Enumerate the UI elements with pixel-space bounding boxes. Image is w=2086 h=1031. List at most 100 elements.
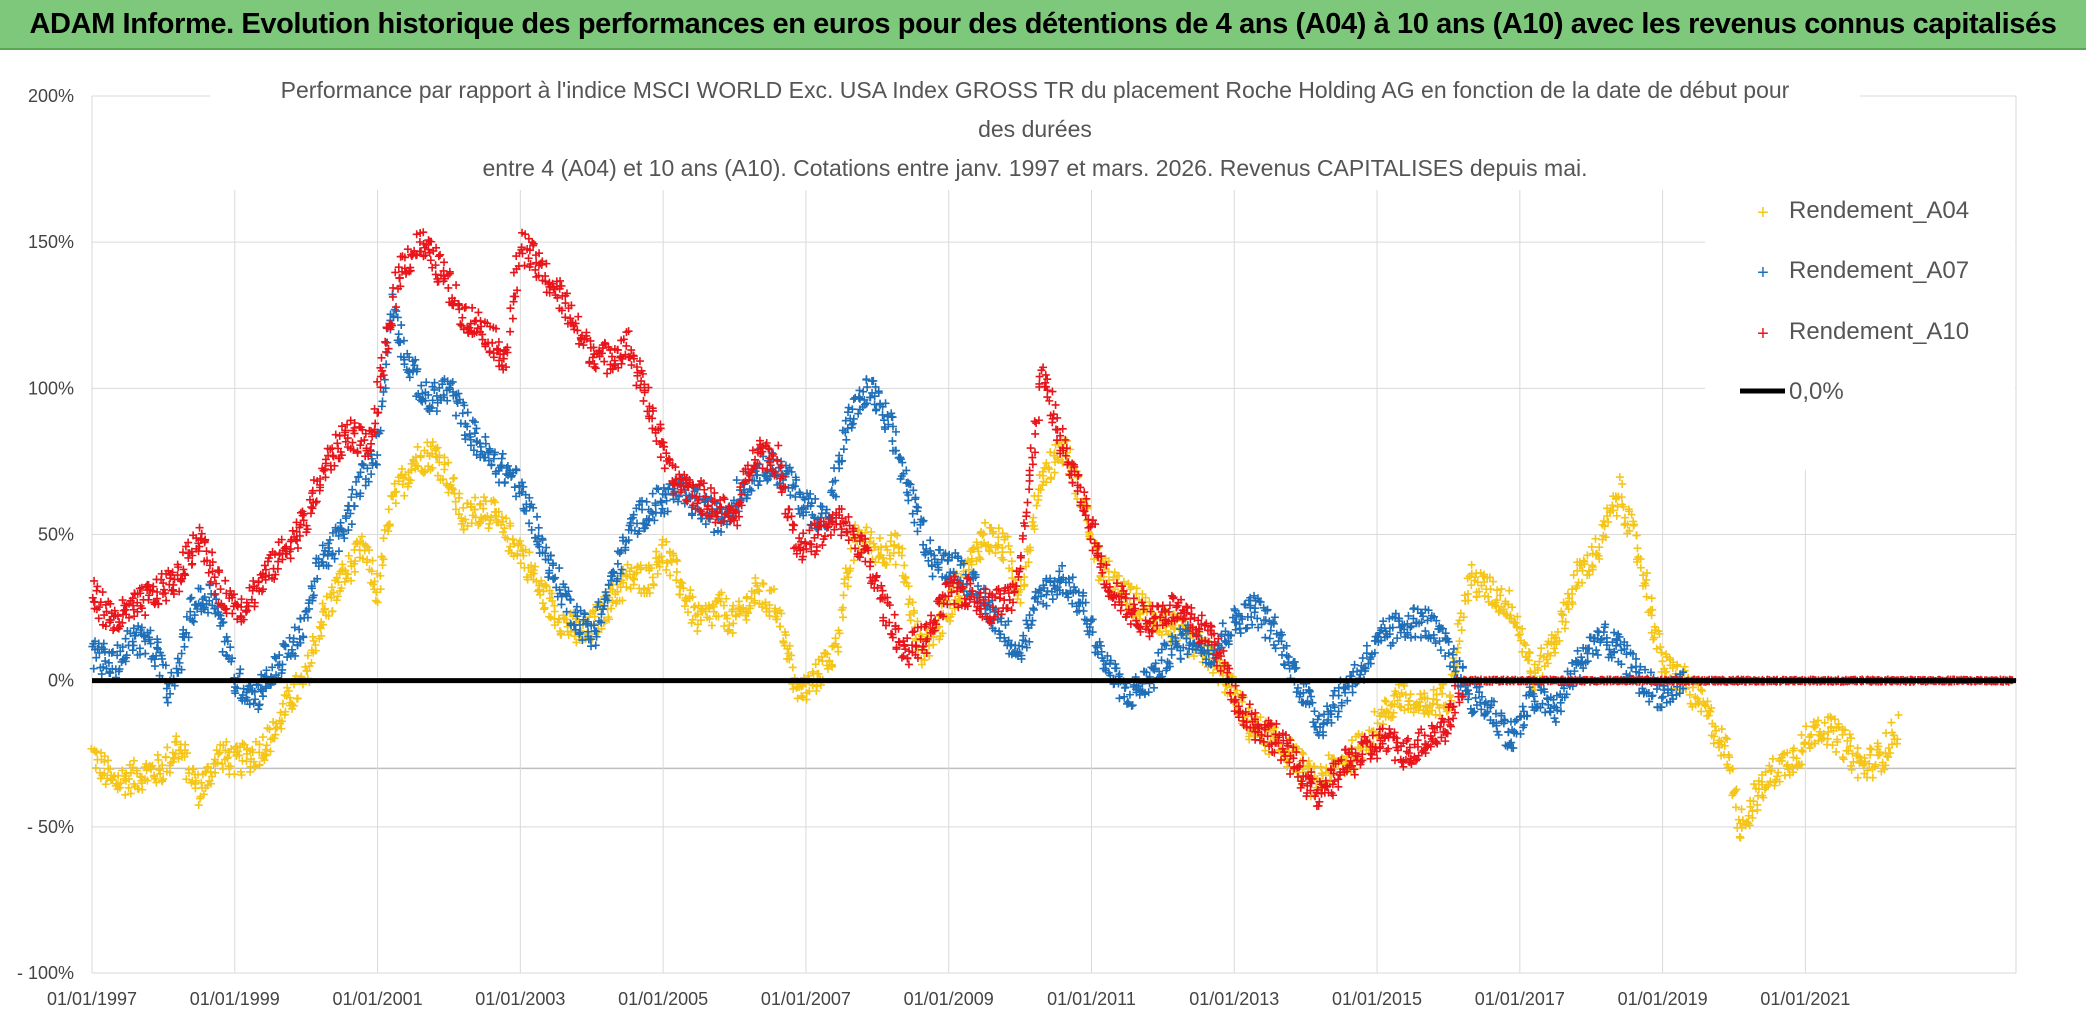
point-Rendement_A10-27-14 xyxy=(656,453,665,462)
point-Rendement_A04-2-19 xyxy=(154,755,163,764)
point-Rendement_A07-1-19 xyxy=(126,629,135,638)
point-Rendement_A04-1-19 xyxy=(126,789,135,798)
point-Rendement_A04-73-21 xyxy=(1569,571,1578,580)
point-Rendement_A07-68-4 xyxy=(1510,717,1519,726)
point-Rendement_A04-48-11 xyxy=(1026,546,1035,555)
point-Rendement_A07-5-11 xyxy=(196,584,205,593)
point-Rendement_A04-86-17 xyxy=(1830,715,1839,724)
point-Rendement_A04-56-10 xyxy=(1189,652,1198,661)
point-Rendement_A04-18-5 xyxy=(433,471,442,480)
point-Rendement_A04-19-6 xyxy=(450,473,459,482)
point-Rendement_A04-62-18 xyxy=(1325,775,1334,784)
point-Rendement_A07-52-19 xyxy=(1182,634,1191,643)
point-Rendement_A04-49-7 xyxy=(1045,465,1054,474)
point-Rendement_A07-12-11 xyxy=(346,509,355,518)
point-Rendement_A04-15-3 xyxy=(376,585,385,594)
point-Rendement_A04-41-4 xyxy=(877,543,886,552)
point-Rendement_A04-20-13 xyxy=(470,505,479,514)
point-Rendement_A07-0-12 xyxy=(97,670,106,679)
point-Rendement_A07-11-3 xyxy=(318,541,327,550)
point-Rendement_A07-45-1 xyxy=(1018,642,1027,651)
point-Rendement_A04-1-21 xyxy=(128,763,137,772)
point-Rendement_A04-45-17 xyxy=(974,547,983,556)
point-Rendement_A04-46-20 xyxy=(999,555,1008,564)
point-Rendement_A10-26-22 xyxy=(644,383,653,392)
point-Rendement_A04-49-12 xyxy=(1046,473,1055,482)
point-Rendement_A04-6-8 xyxy=(223,753,232,762)
point-Rendement_A04-34-4 xyxy=(735,597,744,606)
point-Rendement_A04-0-18 xyxy=(103,756,112,765)
point-Rendement_A07-65-23 xyxy=(1464,695,1473,704)
point-Rendement_A04-33-6 xyxy=(722,594,731,603)
point-Rendement_A04-24-10 xyxy=(546,613,555,622)
y-tick-label-2: 100% xyxy=(28,378,74,398)
point-Rendement_A07-31-20 xyxy=(732,476,741,485)
point-Rendement_A04-30-13 xyxy=(672,576,681,585)
point-Rendement_A04-24-5 xyxy=(540,603,549,612)
point-Rendement_A07-65-3 xyxy=(1445,662,1454,671)
point-Rendement_A10-29-19 xyxy=(703,501,712,510)
point-Rendement_A07-32-21 xyxy=(755,477,764,486)
point-Rendement_A07-46-16 xyxy=(1053,590,1062,599)
point-Rendement_A04-11-10 xyxy=(309,636,318,645)
point-Rendement_A07-48-3 xyxy=(1081,598,1090,607)
point-Rendement_A07-17-9 xyxy=(430,385,439,394)
point-Rendement_A04-82-2 xyxy=(1737,805,1746,814)
point-Rendement_A04-72-19 xyxy=(1546,651,1555,660)
point-Rendement_A07-57-19 xyxy=(1290,657,1299,666)
point-Rendement_A04-14-11 xyxy=(367,567,376,576)
point-Rendement_A04-29-1 xyxy=(644,583,653,592)
point-Rendement_A04-12-20 xyxy=(332,573,341,582)
point-Rendement_A07-27-14 xyxy=(642,497,651,506)
point-Rendement_A04-42-5 xyxy=(900,561,909,570)
point-Rendement_A10-26-0 xyxy=(624,327,633,336)
point-Rendement_A04-27-3 xyxy=(605,615,614,624)
point-Rendement_A10-19-15 xyxy=(494,337,503,346)
point-Rendement_A07-18-19 xyxy=(463,422,472,431)
point-Rendement_A07-22-6 xyxy=(529,503,538,512)
point-Rendement_A04-89-6 xyxy=(1886,749,1895,758)
point-Rendement_A04-53-4 xyxy=(1119,577,1128,586)
point-Rendement_A04-0-3 xyxy=(91,763,100,772)
point-Rendement_A10-30-23 xyxy=(730,516,739,525)
point-Rendement_A07-51-14 xyxy=(1157,656,1166,665)
point-Rendement_A10-43-6 xyxy=(992,585,1001,594)
point-Rendement_A10-31-8 xyxy=(736,483,745,492)
point-Rendement_A04-27-8 xyxy=(608,585,617,594)
point-Rendement_A07-12-3 xyxy=(339,527,348,536)
point-Rendement_A07-10-16 xyxy=(308,596,317,605)
point-Rendement_A07-43-2 xyxy=(974,582,983,591)
point-Rendement_A10-6-23 xyxy=(237,602,246,611)
point-Rendement_A07-13-14 xyxy=(372,460,381,469)
point-Rendement_A04-74-5 xyxy=(1578,578,1587,587)
point-Rendement_A10-35-16 xyxy=(830,525,839,534)
point-Rendement_A04-73-4 xyxy=(1555,636,1564,645)
point-Rendement_A04-32-17 xyxy=(709,607,718,616)
point-Rendement_A04-73-19 xyxy=(1568,600,1577,609)
point-Rendement_A07-73-14 xyxy=(1627,663,1636,672)
point-Rendement_A04-44-0 xyxy=(938,629,947,638)
point-Rendement_A10-16-23 xyxy=(436,250,445,259)
point-Rendement_A07-23-22 xyxy=(564,587,573,596)
point-Rendement_A07-38-16 xyxy=(881,399,890,408)
point-Rendement_A10-18-22 xyxy=(478,335,487,344)
point-Rendement_A07-20-3 xyxy=(490,448,499,457)
point-Rendement_A07-56-23 xyxy=(1271,644,1280,653)
point-Rendement_A04-83-10 xyxy=(1759,793,1768,802)
point-Rendement_A10-32-9 xyxy=(758,464,767,473)
point-Rendement_A04-33-9 xyxy=(723,627,732,636)
point-Rendement_A07-11-20 xyxy=(334,547,343,556)
point-Rendement_A04-30-16 xyxy=(672,567,681,576)
point-Rendement_A04-27-17 xyxy=(618,596,627,605)
point-Rendement_A04-80-18 xyxy=(1717,725,1726,734)
point-Rendement_A04-21-10 xyxy=(490,498,499,507)
point-Rendement_A10-37-9 xyxy=(866,557,875,566)
point-Rendement_A04-8-5 xyxy=(255,760,264,769)
point-Rendement_A04-72-22 xyxy=(1551,648,1560,657)
point-Rendement_A07-34-23 xyxy=(799,503,808,512)
point-Rendement_A04-88-11 xyxy=(1868,773,1877,782)
point-Rendement_A10-33-15 xyxy=(787,512,796,521)
point-Rendement_A04-81-3 xyxy=(1725,753,1734,762)
point-Rendement_A04-24-4 xyxy=(541,580,550,589)
point-Rendement_A04-78-17 xyxy=(1673,660,1682,669)
